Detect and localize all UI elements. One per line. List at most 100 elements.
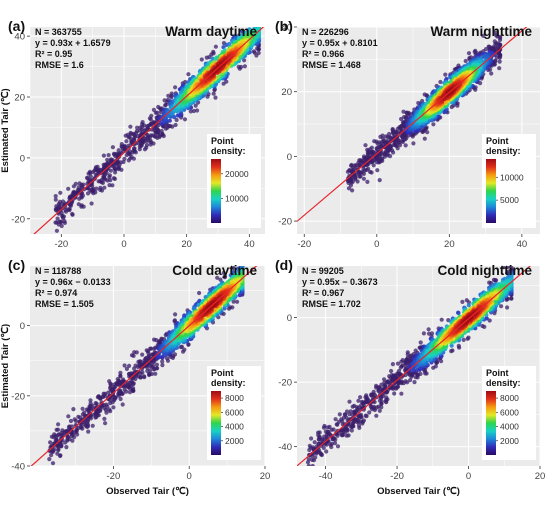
data-point [423, 137, 427, 141]
stat-line: y = 0.93x + 1.6579 [35, 38, 111, 48]
legend-title-line: Point [211, 368, 234, 378]
legend-tick-label: 8000 [225, 393, 244, 403]
data-point [102, 154, 106, 158]
y-tick-label: -20 [11, 214, 25, 225]
data-point [257, 14, 261, 18]
y-tick-label: 20 [281, 87, 292, 98]
data-point [54, 198, 58, 202]
y-tick-label: -20 [278, 217, 292, 228]
data-point [257, 21, 261, 25]
data-point [347, 400, 351, 404]
data-point [54, 194, 58, 198]
data-point [257, 22, 261, 26]
data-point [338, 412, 342, 416]
data-point [440, 318, 444, 322]
data-point [200, 57, 204, 61]
x-tick-label: 0 [187, 471, 192, 482]
data-point [213, 96, 217, 100]
x-tick-label: 20 [444, 239, 455, 250]
legend-tick-label: 10000 [500, 172, 524, 182]
data-point [313, 440, 317, 444]
data-point [252, 18, 256, 22]
data-point [362, 177, 366, 181]
data-point [254, 17, 258, 21]
legend-tick-label: 20000 [225, 169, 249, 179]
panel-label: (a) [8, 18, 25, 34]
data-point [140, 353, 144, 357]
y-axis-label: Estimated Tair (℃) [0, 88, 11, 172]
data-point [145, 143, 149, 147]
data-point [149, 133, 153, 137]
data-point [164, 103, 168, 107]
data-point [322, 446, 326, 450]
data-point [62, 214, 66, 218]
data-point [189, 109, 193, 113]
data-point [69, 419, 73, 423]
data-point [443, 73, 447, 77]
data-point [257, 19, 261, 23]
data-point [160, 363, 164, 367]
data-point [81, 183, 85, 187]
data-point [359, 413, 363, 417]
data-point [322, 426, 326, 430]
data-point [56, 428, 60, 432]
data-point [399, 392, 403, 396]
data-point [363, 143, 367, 147]
data-point [58, 191, 62, 195]
x-tick-label: 20 [181, 239, 192, 250]
legend-colorbar [486, 159, 496, 223]
data-point [257, 20, 261, 24]
data-point [257, 22, 261, 26]
data-point [64, 445, 68, 449]
y-axis-label: Estimated Tair (℃) [0, 324, 11, 408]
data-point [77, 202, 81, 206]
data-point [112, 176, 116, 180]
data-point [257, 18, 261, 22]
data-point [52, 448, 56, 452]
data-point [90, 201, 94, 205]
data-point [257, 18, 261, 22]
data-point [59, 442, 63, 446]
data-point [257, 23, 261, 27]
data-point [257, 16, 261, 20]
data-point [124, 139, 128, 143]
data-point [313, 455, 317, 459]
data-point [111, 405, 115, 409]
data-point [257, 20, 261, 24]
data-point [173, 85, 177, 89]
data-point [358, 395, 362, 399]
data-point [309, 436, 313, 440]
data-point [336, 444, 340, 448]
data-point [311, 464, 315, 468]
data-point [366, 167, 370, 171]
data-point [489, 71, 493, 75]
legend-colorbar [211, 391, 221, 455]
data-point [140, 370, 144, 374]
stat-line: N = 363755 [35, 27, 82, 37]
data-point [345, 434, 349, 438]
data-point [214, 45, 218, 49]
data-point [257, 15, 261, 19]
legend-title-line: density: [211, 378, 246, 388]
data-point [66, 187, 70, 191]
data-point [70, 212, 74, 216]
data-point [94, 187, 98, 191]
data-point [257, 7, 261, 11]
data-point [91, 424, 95, 428]
data-point [438, 80, 442, 84]
legend-title-line: Point [211, 136, 234, 146]
data-point [142, 374, 146, 378]
stat-line: R² = 0.966 [302, 49, 344, 59]
y-tick-label: 0 [20, 321, 25, 332]
legend-tick-label: 4000 [225, 422, 244, 432]
x-tick-label: 0 [374, 239, 379, 250]
stat-line: R² = 0.974 [35, 288, 77, 298]
legend-tick-label: 2000 [225, 436, 244, 446]
data-point [404, 143, 408, 147]
data-point [257, 23, 261, 27]
data-point [372, 405, 376, 409]
